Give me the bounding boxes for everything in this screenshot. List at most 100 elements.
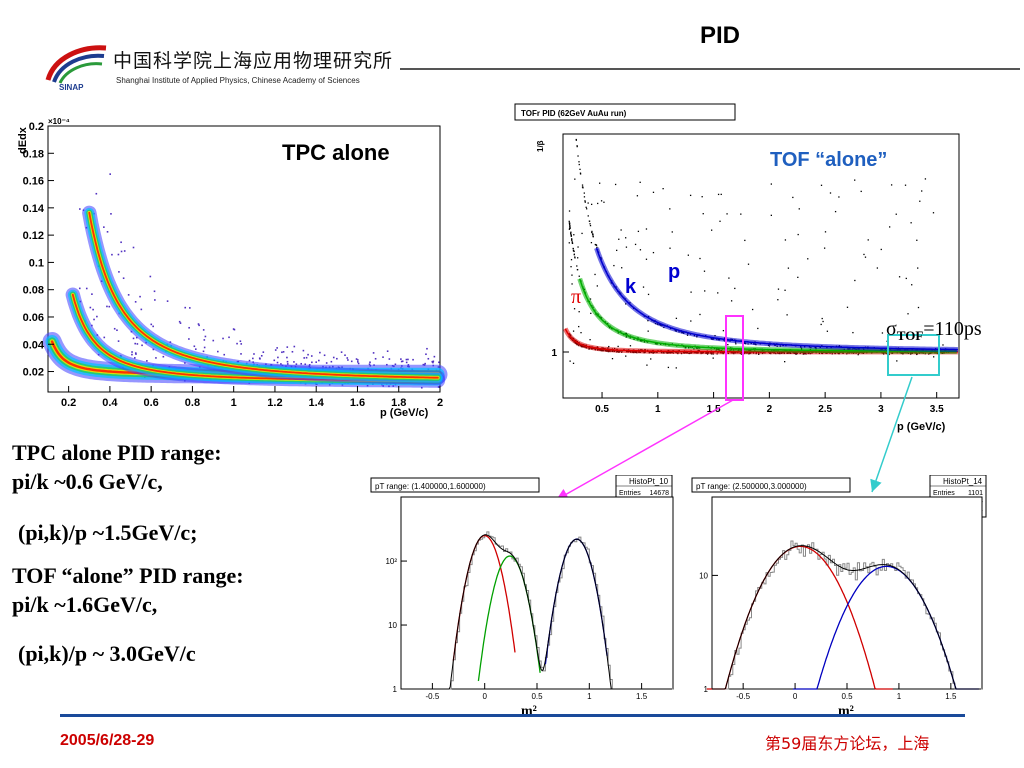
slide-title: PID xyxy=(699,22,740,49)
tpc-ytick-label: 0.1 xyxy=(29,257,44,269)
summary-line-5: pi/k ~1.6GeV/c, xyxy=(12,592,158,617)
hist2-y-ticks: 10 1 xyxy=(699,571,718,694)
hist1-data xyxy=(401,531,673,690)
hist-xtick-label: -0.5 xyxy=(736,692,750,701)
logo-acronym: SINAP xyxy=(59,83,84,92)
mass-hist-2: pT range: (2.500000,3.000000) HistoPt_14… xyxy=(691,475,987,719)
tpc-ytick-label: 0.06 xyxy=(23,312,44,324)
hist1-title: pT range: (1.400000,1.600000) xyxy=(375,482,486,491)
tpc-xtick-label: 1.4 xyxy=(309,397,325,409)
tof-xtick-label: 0.5 xyxy=(595,404,609,415)
tpc-xtick-label: 1.6 xyxy=(350,397,365,409)
hist-xtick-label: -0.5 xyxy=(425,692,439,701)
tpc-plot: dEdx ×10⁻⁴ 0.020.040.060.080.10.120.140.… xyxy=(17,117,448,419)
tpc-xtick-label: 0.2 xyxy=(61,397,76,409)
stats-value: 1101 xyxy=(968,490,983,497)
tof-y-ticks: 1 xyxy=(551,348,569,359)
tof-xtick-label: 3 xyxy=(878,404,884,415)
hist-ytick-label: 10 xyxy=(699,571,708,580)
proton-label: p xyxy=(668,261,680,283)
tpc-x-ticks: 0.2 0.4 0.6 0.8 1 1.2 1.4 1.6 1.8 2 xyxy=(61,386,443,409)
hist1-y-ticks: 10² 10 1 xyxy=(385,557,407,694)
hist1-stats-name: HistoPt_10 xyxy=(629,477,669,486)
sigma-subscript: TOF xyxy=(896,328,924,343)
summary-line-1: TPC alone PID range: xyxy=(12,440,222,465)
kaon-label: k xyxy=(625,276,637,298)
tof-pt-window-1 xyxy=(725,315,744,401)
tpc-ytick-label: 0.02 xyxy=(23,367,44,379)
tof-fit-proton xyxy=(595,247,958,351)
tpc-y-exponent: ×10⁻⁴ xyxy=(48,117,70,126)
hist2-x-ticks: -0.5 0 0.5 1 1.5 xyxy=(736,683,957,701)
summary-line-4: TOF “alone” PID range: xyxy=(12,563,244,588)
pion-label: π xyxy=(571,286,581,308)
tof-xtick-label: 1.5 xyxy=(707,404,721,415)
hist-total-fit xyxy=(712,545,981,690)
tof-ytick-label: 1 xyxy=(551,348,557,359)
tof-resolution: σTOF=110ps xyxy=(886,318,982,344)
tpc-xtick-label: 0.8 xyxy=(185,397,200,409)
hist-xtick-label: 0.5 xyxy=(531,692,543,701)
tof-plot: TOFr PID (62GeV AuAu run) 1/β 0.5 1 1.5 2 2.… xyxy=(514,103,960,433)
hist-data-steps xyxy=(712,540,982,690)
tpc-xtick-label: 1.8 xyxy=(391,397,406,409)
hist-xtick-label: 1.5 xyxy=(945,692,957,701)
sigma-symbol: σ xyxy=(886,318,897,340)
hist2-data xyxy=(706,540,982,690)
tpc-xtick-label: 1.2 xyxy=(267,397,282,409)
tpc-ytick-label: 0.12 xyxy=(23,230,44,242)
tof-pt-window-2 xyxy=(887,334,940,376)
hist-xtick-label: 1.5 xyxy=(636,692,648,701)
tpc-alone-label: TPC alone xyxy=(282,140,390,165)
hist1-x-ticks: -0.5 0 0.5 1 1.5 xyxy=(425,683,648,701)
stats-key: Entries xyxy=(933,490,955,497)
tof-frame-title: TOFr PID (62GeV AuAu run) xyxy=(521,109,627,118)
footer-venue: 第59届东方论坛，上海 xyxy=(765,734,930,753)
logo-english-name: Shanghai Institute of Applied Physics, C… xyxy=(116,76,360,85)
hist-xtick-label: 0 xyxy=(793,692,798,701)
tpc-band-proton xyxy=(88,211,439,379)
tof-xtick-label: 1 xyxy=(655,404,661,415)
hist-ytick-label: 10² xyxy=(385,557,397,566)
tpc-heatmap-bands xyxy=(42,205,448,388)
summary-line-2: pi/k ~0.6 GeV/c, xyxy=(12,469,163,494)
stats-value: 14678 xyxy=(650,490,670,497)
stats-key: Entries xyxy=(619,490,641,497)
tof-xtick-label: 2 xyxy=(767,404,773,415)
hist-ytick-label: 1 xyxy=(393,685,398,694)
pid-summary-text: TPC alone PID range: pi/k ~0.6 GeV/c, (p… xyxy=(12,438,352,668)
header-divider xyxy=(400,68,1020,70)
tpc-y-ticks: 0.02 0.04 0.06 0.08 0.1 0.12 0.14 0.16 0.18 0.2 xyxy=(23,121,54,379)
hist-xtick-label: 1 xyxy=(897,692,902,701)
hist-total-fit xyxy=(401,534,672,690)
hist-xtick-label: 1 xyxy=(587,692,592,701)
tpc-xtick-label: 0.6 xyxy=(144,397,159,409)
tpc-ytick-label: 0.14 xyxy=(23,203,45,215)
tpc-ytick-label: 0.08 xyxy=(23,285,44,297)
tpc-ytick-label: 0.2 xyxy=(29,121,44,133)
summary-line-3: (pi,k)/p ~1.5GeV/c; xyxy=(18,520,198,545)
hist-ytick-label: 10 xyxy=(388,621,397,630)
tpc-xtick-label: 2 xyxy=(437,397,443,409)
tof-alone-label: TOF “alone” xyxy=(770,149,887,171)
footer-divider xyxy=(60,714,965,717)
tpc-xtick-label: 0.4 xyxy=(102,397,118,409)
mass-hist-1: pT range: (1.400000,1.600000) HistoPt_10… xyxy=(370,475,674,719)
tpc-xlabel: p (GeV/c) xyxy=(380,407,429,419)
summary-line-6: (pi,k)/p ~ 3.0GeV/c xyxy=(18,641,196,666)
tpc-ylabel: dEdx xyxy=(17,126,29,154)
sigma-value: =110ps xyxy=(923,318,982,340)
hist2-title: pT range: (2.500000,3.000000) xyxy=(696,482,807,491)
hist-xtick-label: 0 xyxy=(482,692,487,701)
tpc-ytick-label: 0.16 xyxy=(23,176,44,188)
tof-xtick-label: 3.5 xyxy=(930,404,944,415)
hist-ytick-label: 1 xyxy=(704,685,709,694)
hist-xtick-label: 0.5 xyxy=(841,692,853,701)
tof-fit-curves xyxy=(563,247,958,355)
footer-date: 2005/6/28-29 xyxy=(60,732,155,749)
sinap-logo-icon xyxy=(45,45,107,84)
tpc-ytick-label: 0.18 xyxy=(23,148,44,160)
hist2-stats-name: HistoPt_14 xyxy=(943,477,983,486)
tof-xtick-label: 2.5 xyxy=(818,404,832,415)
tof-xlabel: p (GeV/c) xyxy=(897,421,946,433)
